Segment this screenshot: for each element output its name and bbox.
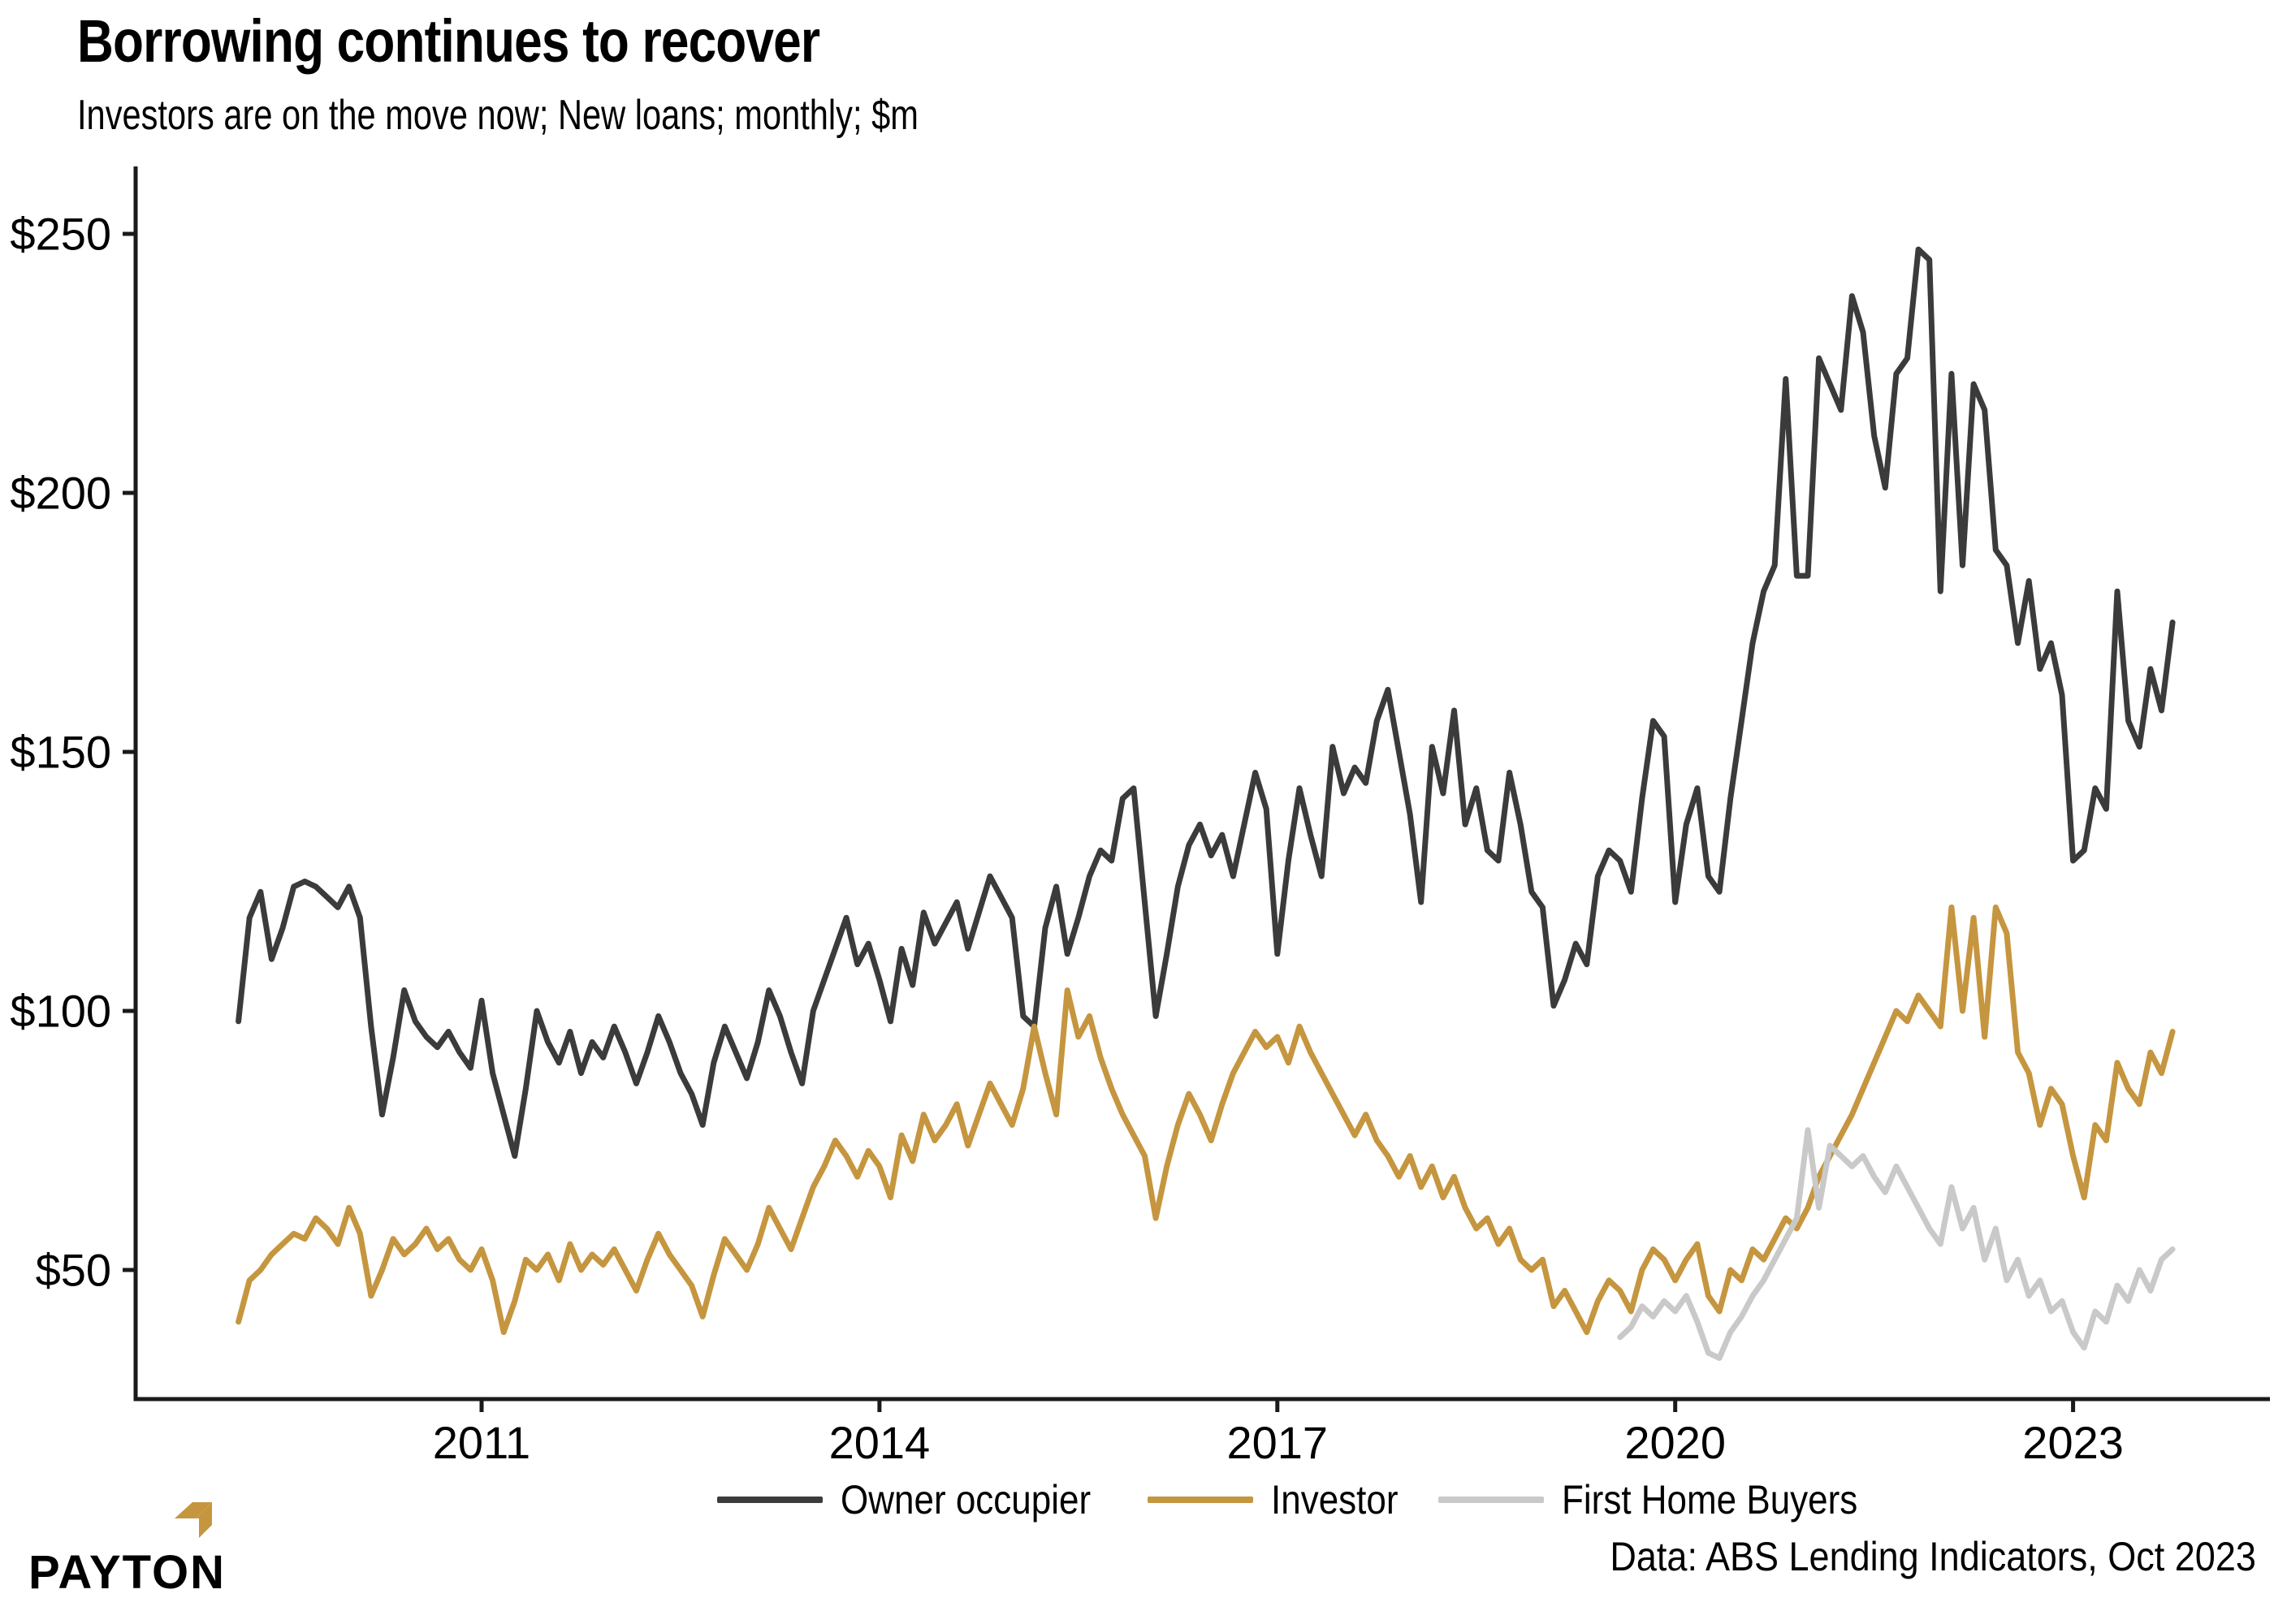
investor-line-swatch	[1148, 1497, 1254, 1503]
legend-label-first-home-buyers: First Home Buyers	[1562, 1477, 1858, 1522]
y-axis-tick-label: $50	[36, 1245, 111, 1296]
owner-occupier-line-swatch	[717, 1497, 824, 1503]
x-axis-tick-label: 2014	[829, 1417, 931, 1468]
x-axis-tick-label: 2020	[1624, 1417, 1726, 1468]
payton-logo-text: PAYTON	[28, 1546, 227, 1599]
y-axis-tick-label: $150	[10, 727, 111, 778]
data-source-caption: Data: ABS Lending Indicators, Oct 2023	[1610, 1534, 2256, 1579]
x-axis-tick-label: 2017	[1227, 1417, 1329, 1468]
payton-logo-arrow-icon	[175, 1502, 212, 1538]
legend-label-owner-occupier: Owner occupier	[841, 1477, 1092, 1522]
y-axis-tick-label: $200	[10, 468, 111, 519]
legend-item-owner-occupier: Owner occupier	[717, 1476, 1125, 1523]
series-line-investor	[236, 904, 2176, 1336]
x-axis-tick-label: 2011	[433, 1417, 530, 1468]
payton-logo: PAYTON	[28, 1501, 240, 1614]
y-axis-tick-label: $100	[10, 986, 111, 1037]
chart-title: Borrowing continues to recover	[77, 7, 820, 75]
chart-subtitle: Investors are on the move now; New loans…	[77, 92, 919, 139]
first-home-buyers-line-swatch	[1438, 1497, 1545, 1503]
legend-item-investor: Investor	[1148, 1476, 1416, 1523]
chart-legend: Owner occupier Investor First Home Buyer…	[717, 1476, 1898, 1523]
axis-frame	[133, 166, 2270, 1402]
legend-item-first-home-buyers: First Home Buyers	[1438, 1476, 1898, 1523]
y-axis-tick-label: $250	[10, 209, 111, 260]
series-line-owner-occupier	[236, 246, 2176, 1160]
x-axis-tick-label: 2023	[2022, 1417, 2124, 1468]
legend-label-investor: Investor	[1271, 1477, 1399, 1522]
series-line-first-home-buyers	[1617, 1127, 2176, 1361]
